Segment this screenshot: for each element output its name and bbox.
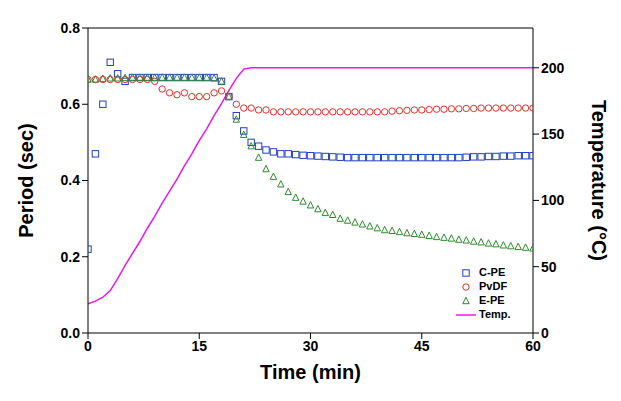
svg-text:0.6: 0.6 <box>61 96 81 112</box>
svg-text:150: 150 <box>541 126 565 142</box>
html-text:Temp.: Temp. <box>479 308 511 321</box>
svg-text:0: 0 <box>541 325 549 341</box>
svg-text:Period (sec): Period (sec) <box>15 123 37 237</box>
html-text:C-PE: C-PE <box>479 266 506 278</box>
html-text:PvDF: PvDF <box>479 280 508 293</box>
svg-text:0.2: 0.2 <box>61 249 81 265</box>
svg-text:0.8: 0.8 <box>61 20 81 36</box>
svg-text:Temperature (°C): Temperature (°C) <box>588 100 610 261</box>
svg-text:15: 15 <box>191 338 207 354</box>
svg-text:0.0: 0.0 <box>61 325 81 341</box>
svg-text:Time (min): Time (min) <box>260 361 361 383</box>
svg-text:50: 50 <box>541 259 557 275</box>
svg-text:0: 0 <box>84 338 92 354</box>
svg-text:60: 60 <box>525 338 541 354</box>
svg-text:45: 45 <box>414 338 430 354</box>
svg-text:200: 200 <box>541 60 565 76</box>
svg-text:0.4: 0.4 <box>61 172 81 188</box>
svg-text:100: 100 <box>541 192 565 208</box>
html-text:E-PE: E-PE <box>479 294 505 307</box>
svg-text:30: 30 <box>303 338 319 354</box>
